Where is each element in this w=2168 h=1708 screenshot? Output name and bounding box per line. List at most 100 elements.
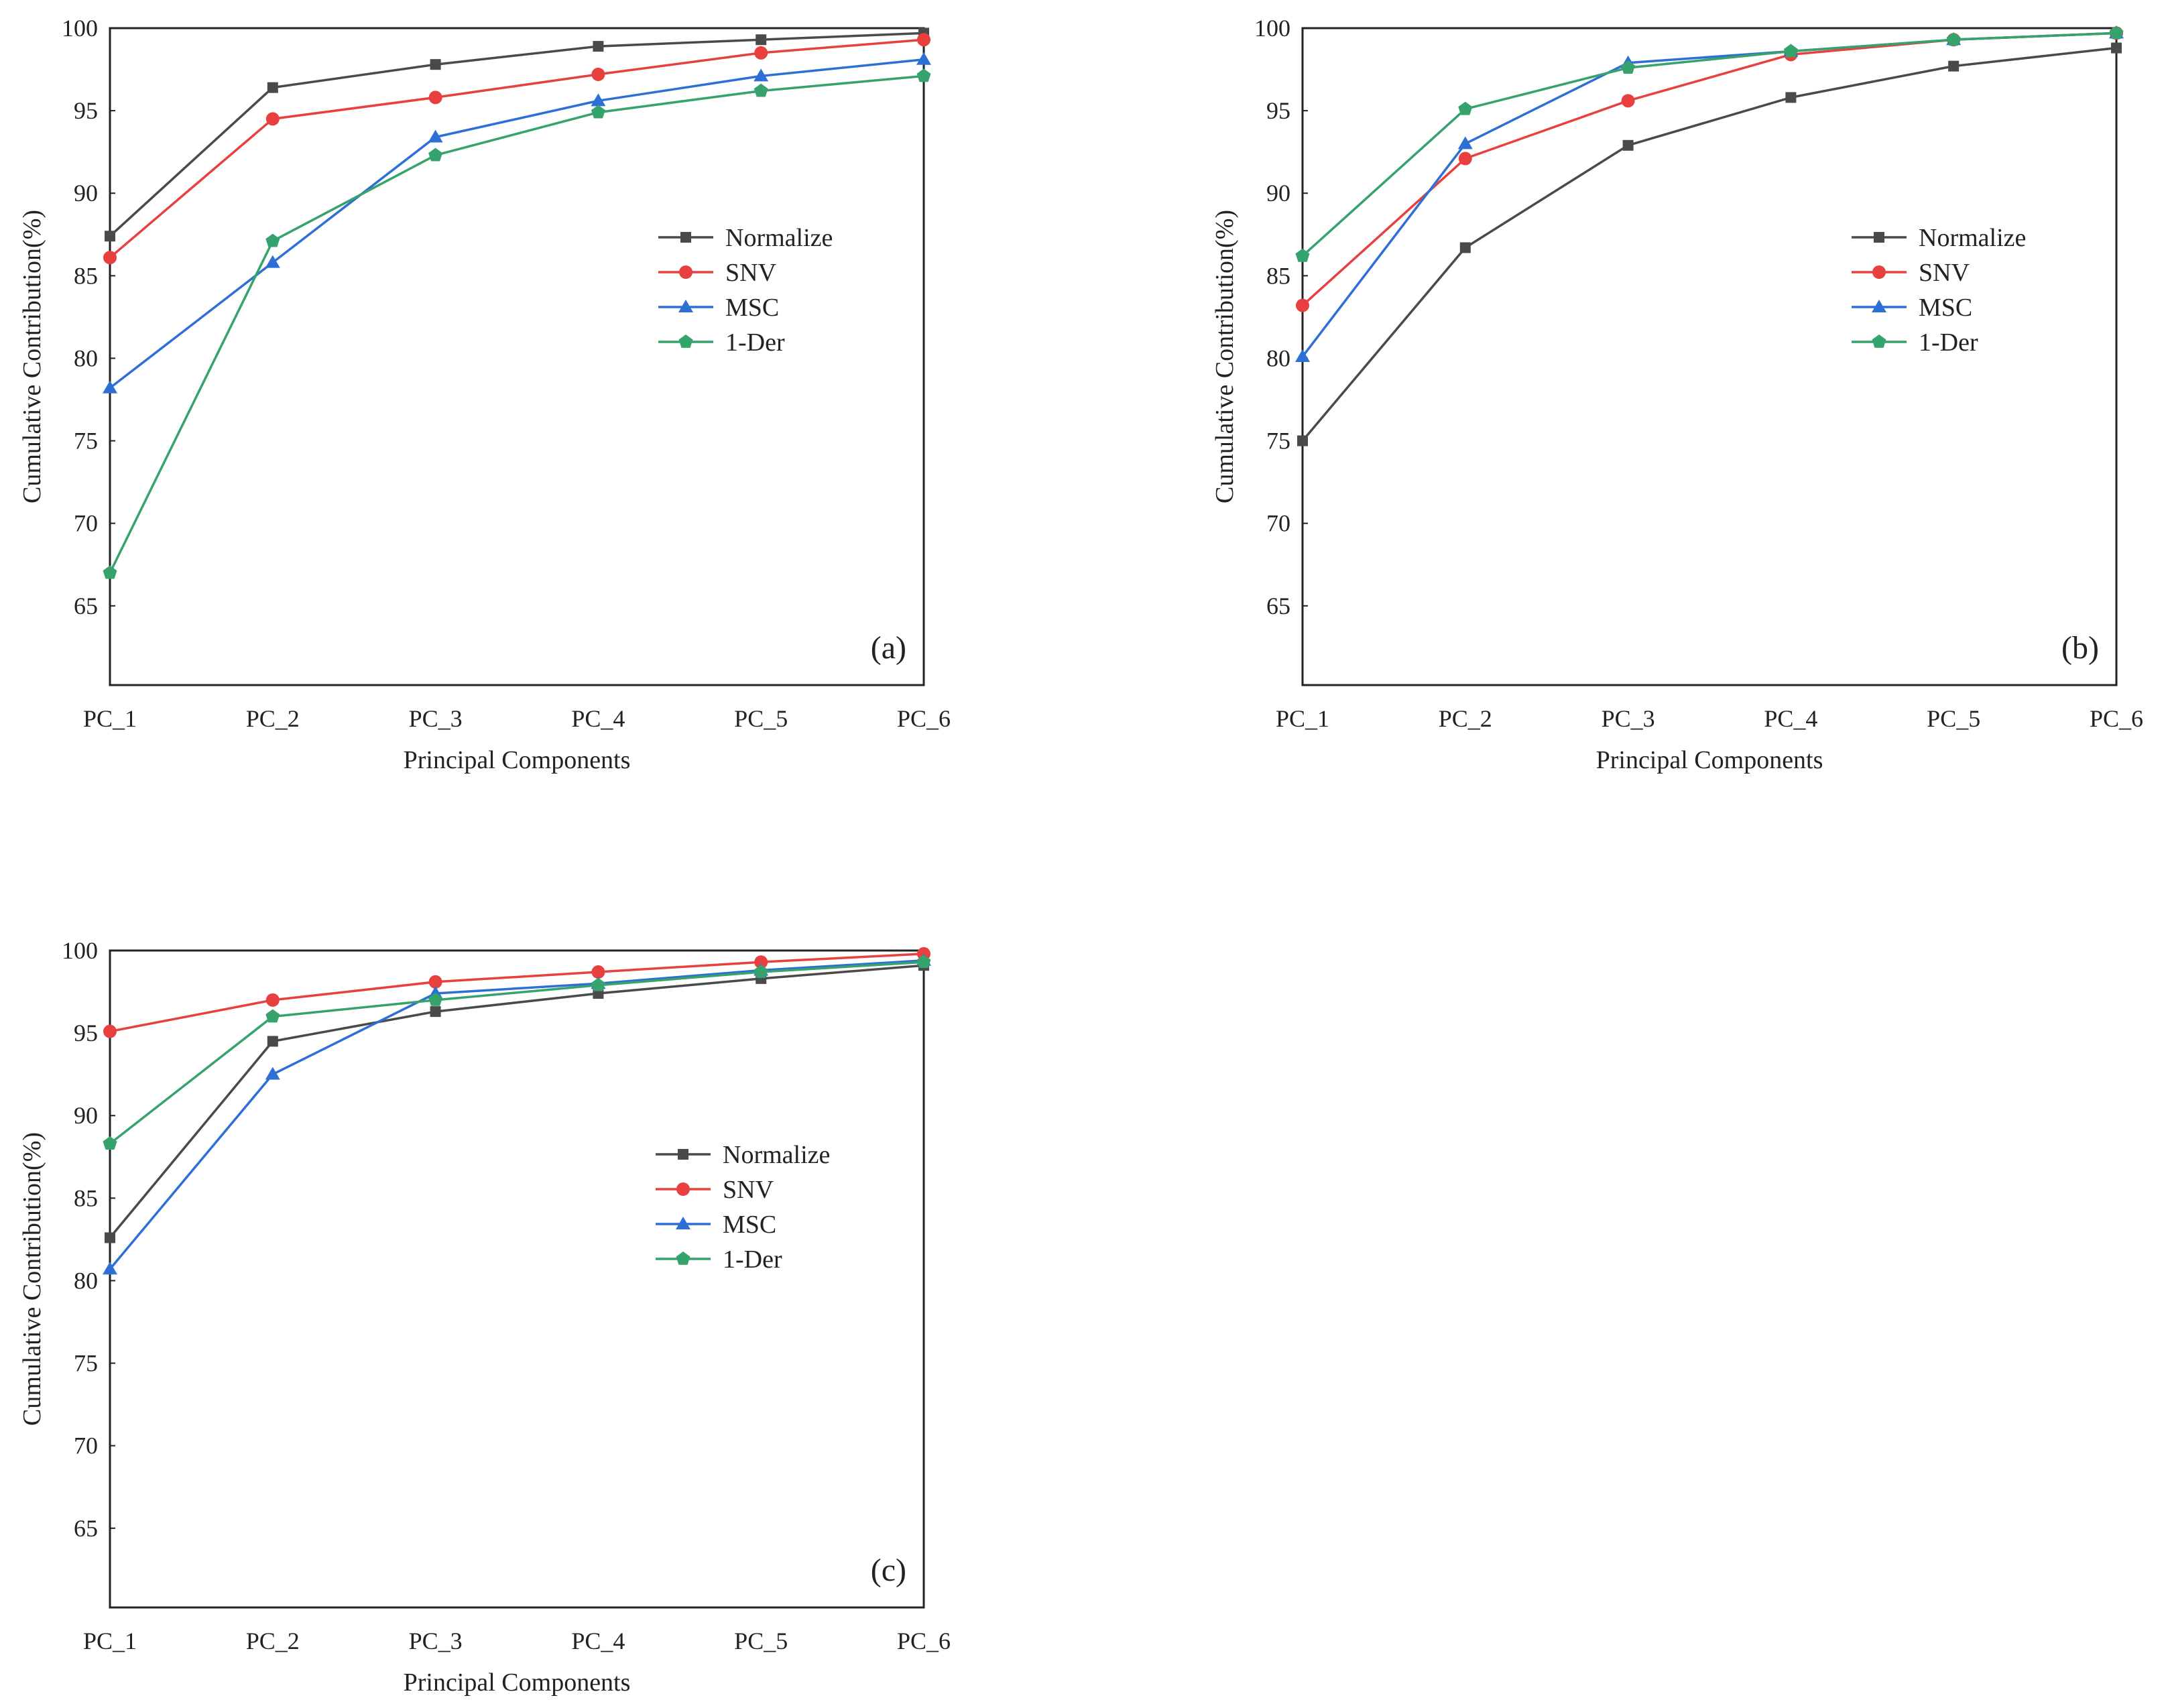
data-point: [103, 1024, 117, 1038]
data-point: [428, 129, 443, 143]
data-point: [267, 82, 278, 93]
x-tick-label: PC_3: [1602, 705, 1655, 732]
y-tick-label: 80: [74, 345, 98, 371]
data-point: [754, 46, 768, 60]
legend-marker: [1872, 265, 1886, 279]
legend-entry: MSC: [658, 294, 779, 322]
x-tick-label: PC_2: [1439, 705, 1492, 732]
legend-label: Normalize: [725, 224, 833, 252]
data-point: [1459, 242, 1471, 253]
data-point: [265, 255, 280, 268]
series-snv: [1296, 26, 2123, 312]
x-axis-title: Principal Components: [404, 746, 631, 774]
series-line: [109, 58, 924, 389]
legend-marker: [679, 265, 692, 279]
data-point: [916, 955, 931, 969]
y-tick-label: 85: [74, 262, 98, 289]
panel-label: (a): [871, 630, 906, 666]
x-tick-label: PC_4: [571, 1628, 625, 1654]
series-line: [109, 32, 924, 237]
data-point: [428, 90, 442, 105]
data-point: [105, 231, 115, 242]
chart-panel-a: 65 70 75 80 85 90 95 100 PC_1 PC_2 PC_3 PC_4 PC_5 PC_…: [18, 15, 951, 774]
y-tick-label: 80: [74, 1267, 98, 1294]
legend-label: SNV: [725, 259, 777, 287]
legend-marker: [1874, 232, 1884, 243]
series-line: [109, 74, 924, 574]
y-tick-label: 75: [1266, 428, 1290, 454]
series-line: [1301, 32, 2117, 257]
plot-area-frame: [109, 27, 925, 686]
x-tick-label: PC_4: [1764, 705, 1817, 732]
data-point: [265, 233, 280, 247]
data-point: [1458, 101, 1473, 115]
legend: Normalize SNV MSC 1-Der: [1852, 224, 2026, 357]
series-normalize: [1297, 42, 2122, 446]
panel-label: (b): [2061, 630, 2099, 666]
data-point: [916, 68, 931, 82]
data-point: [430, 1006, 441, 1018]
legend-label: 1-Der: [725, 328, 785, 357]
y-tick-label: 90: [74, 180, 98, 206]
data-point: [591, 93, 606, 107]
data-point: [1783, 44, 1798, 58]
y-axis-title: Cumulative Contribution(%): [1211, 210, 1239, 503]
x-tick-label: PC_3: [409, 1628, 463, 1654]
legend-entry: Normalize: [656, 1141, 830, 1169]
legend-marker: [676, 1217, 690, 1229]
data-point: [265, 112, 280, 126]
legend-entry: 1-Der: [658, 328, 785, 357]
legend-entry: 1-Der: [656, 1245, 782, 1274]
y-axis-title: Cumulative Contribution(%): [18, 210, 46, 503]
panel-label: (c): [871, 1552, 906, 1588]
series-line: [1301, 46, 2117, 442]
y-tick-label: 75: [74, 1350, 98, 1377]
series-snv: [103, 33, 930, 265]
legend-entry: 1-Der: [1852, 328, 1978, 357]
series-1-der: [103, 955, 931, 1150]
data-point: [1295, 248, 1310, 262]
series-msc: [1295, 25, 2124, 362]
data-point: [591, 965, 605, 979]
y-tick-label: 70: [74, 510, 98, 537]
x-tick-label: PC_1: [83, 1628, 137, 1654]
y-tick-label: 100: [1254, 15, 1290, 42]
legend-entry: SNV: [658, 259, 777, 287]
legend-label: SNV: [1919, 259, 1970, 287]
x-tick-label: PC_2: [246, 705, 300, 732]
legend-marker: [1872, 334, 1886, 348]
data-point: [2111, 42, 2122, 54]
legend-label: MSC: [725, 294, 779, 322]
data-point: [428, 992, 443, 1006]
data-point: [103, 251, 117, 265]
data-point: [265, 993, 280, 1007]
y-tick-label: 95: [74, 97, 98, 124]
data-point: [591, 977, 605, 991]
data-point: [1785, 92, 1797, 103]
legend-label: SNV: [723, 1176, 774, 1204]
x-axis-title: Principal Components: [1596, 746, 1823, 774]
y-tick-label: 65: [74, 593, 98, 619]
data-point: [756, 34, 767, 46]
data-point: [428, 975, 442, 989]
series-line: [109, 38, 924, 259]
legend: Normalize SNV MSC 1-Der: [656, 1141, 830, 1274]
legend-marker: [678, 300, 693, 312]
x-tick-label: PC_1: [83, 705, 137, 732]
series-msc: [103, 52, 931, 393]
legend-marker: [678, 334, 693, 348]
plot-area-frame: [1301, 27, 2118, 686]
legend-entry: Normalize: [1852, 224, 2026, 252]
data-point: [1946, 32, 1961, 46]
legend-marker: [1872, 300, 1886, 312]
data-point: [1295, 349, 1310, 362]
data-point: [754, 965, 768, 978]
data-point: [103, 1262, 117, 1275]
data-point: [1296, 298, 1309, 312]
legend-label: 1-Der: [1919, 328, 1978, 357]
x-tick-label: PC_5: [734, 1628, 788, 1654]
x-tick-label: PC_6: [897, 1628, 951, 1654]
series-line: [109, 953, 924, 1033]
data-point: [1297, 435, 1308, 446]
